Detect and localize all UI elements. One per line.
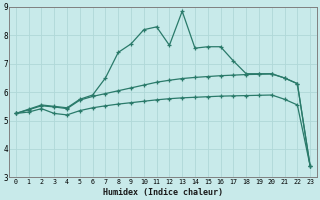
X-axis label: Humidex (Indice chaleur): Humidex (Indice chaleur) (103, 188, 223, 197)
